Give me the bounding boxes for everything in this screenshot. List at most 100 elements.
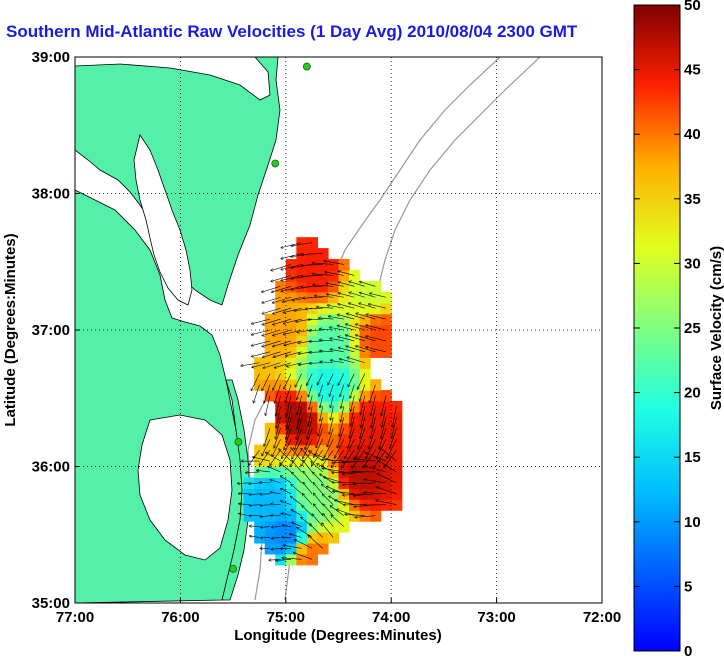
velocity-cell <box>391 400 403 413</box>
velocity-cell <box>254 444 266 457</box>
velocity-cell <box>275 433 287 446</box>
velocity-cell <box>285 422 297 435</box>
velocity-cell <box>359 455 371 468</box>
velocity-cell <box>338 335 350 347</box>
current-vector <box>322 449 334 466</box>
current-vector <box>320 340 334 341</box>
velocity-cell <box>306 433 319 446</box>
velocity-cell <box>275 357 287 369</box>
current-vector <box>282 558 302 560</box>
velocity-cell <box>359 291 371 304</box>
current-vector <box>330 395 334 408</box>
current-vector <box>307 373 313 386</box>
station-marker <box>229 564 238 573</box>
current-vector <box>317 307 334 308</box>
current-vector <box>339 359 355 364</box>
current-vector <box>338 337 355 342</box>
velocity-cell <box>285 291 297 304</box>
velocity-cell <box>349 444 361 457</box>
velocity-cell <box>275 335 287 347</box>
current-vector <box>328 373 334 385</box>
velocity-cell <box>264 357 276 369</box>
current-vector <box>253 384 260 403</box>
velocity-cell <box>391 488 403 500</box>
velocity-cell <box>370 313 382 326</box>
current-vector <box>347 313 365 320</box>
velocity-cell <box>317 324 329 337</box>
current-vector <box>364 493 386 494</box>
velocity-cell <box>296 248 308 260</box>
velocity-cell <box>380 499 392 511</box>
current-vector <box>317 373 323 385</box>
velocity-cell <box>359 368 371 380</box>
colorbar-tick-label: 30 <box>684 255 701 272</box>
current-vector <box>303 439 313 458</box>
velocity-cell <box>338 379 350 391</box>
velocity-cell <box>349 313 361 326</box>
velocity-cell <box>317 357 329 369</box>
velocity-cell <box>327 302 340 315</box>
current-vectors <box>237 242 397 561</box>
velocity-cell <box>296 510 308 522</box>
current-vector <box>249 505 260 506</box>
current-vector <box>302 494 313 505</box>
current-vector <box>290 534 302 538</box>
current-vector <box>291 484 302 495</box>
velocity-cell <box>296 346 308 358</box>
velocity-cell <box>349 477 361 489</box>
velocity-cell <box>380 335 392 347</box>
current-vector <box>330 360 344 364</box>
velocity-cell <box>317 346 329 358</box>
velocity-cell <box>338 280 350 293</box>
colorbar-tick-label: 25 <box>684 320 701 337</box>
velocity-cell <box>359 433 371 446</box>
current-vector <box>323 514 334 527</box>
velocity-cell <box>359 335 371 347</box>
velocity-cell <box>338 411 350 424</box>
current-vector <box>302 506 313 516</box>
current-vector <box>283 318 302 324</box>
current-vector <box>313 483 323 494</box>
velocity-cell <box>285 433 297 446</box>
colorbar-tick-label: 0 <box>684 643 692 659</box>
velocity-cell <box>370 488 382 500</box>
velocity-cell <box>327 488 340 500</box>
velocity-cell <box>349 422 361 435</box>
velocity-cell <box>296 324 308 337</box>
velocity-cell <box>327 379 340 391</box>
current-vector <box>338 271 355 276</box>
current-vector <box>328 316 344 320</box>
current-vector <box>323 504 334 516</box>
current-vector <box>345 335 365 342</box>
y-tick-label: 37:00 <box>32 322 70 339</box>
current-vector <box>262 351 281 358</box>
velocity-cell <box>338 433 350 446</box>
velocity-cell <box>275 521 287 533</box>
current-vector <box>330 349 344 353</box>
current-vector <box>359 303 376 309</box>
velocity-cell <box>317 455 329 468</box>
x-tick-label: 77:00 <box>56 609 94 626</box>
current-vector <box>338 282 355 287</box>
velocity-cell <box>275 510 287 522</box>
velocity-cell <box>296 269 308 282</box>
current-vector <box>268 467 281 473</box>
current-vector <box>273 318 292 325</box>
velocity-cell <box>338 400 350 413</box>
velocity-cell <box>359 444 371 457</box>
current-vector <box>291 242 313 246</box>
velocity-cell <box>264 521 276 533</box>
velocity-cell <box>285 357 297 369</box>
current-vector <box>330 406 334 420</box>
velocity-cell <box>296 259 308 271</box>
velocity-cell <box>380 433 392 446</box>
velocity-cell <box>317 444 329 457</box>
velocity-cell <box>349 346 361 358</box>
velocity-cell <box>359 411 371 424</box>
velocity-cell <box>391 477 403 489</box>
velocity-cell <box>296 390 308 402</box>
delaware-bay <box>75 57 271 101</box>
velocity-cell <box>296 466 308 479</box>
velocity-cell <box>380 324 392 337</box>
y-axis: 35:00 36:00 37:00 38:00 39:00 <box>32 49 80 612</box>
